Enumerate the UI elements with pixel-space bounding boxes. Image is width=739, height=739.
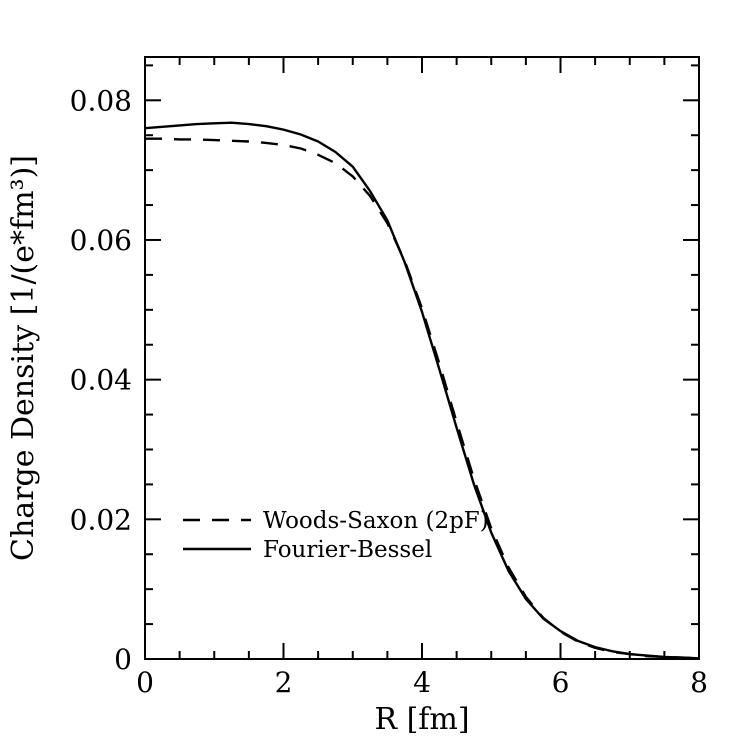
plot-frame <box>144 56 700 660</box>
x-axis-label: R [fm] <box>374 702 469 737</box>
y-tick-label: 0.04 <box>70 364 132 397</box>
y-tick-label: 0.06 <box>70 224 132 257</box>
y-axis-label: Charge Density [1/(e*fm³)] <box>6 155 41 561</box>
x-tick-label: 4 <box>413 666 431 699</box>
x-tick-label: 2 <box>275 666 293 699</box>
y-tick-label: 0.08 <box>70 84 132 117</box>
x-tick-label: 6 <box>552 666 570 699</box>
legend-label-woods-saxon-2pf: Woods-Saxon (2pF) <box>263 508 489 534</box>
x-tick-label: 0 <box>136 666 154 699</box>
series-woods-saxon-2pf <box>145 137 700 660</box>
y-tick-label: 0.02 <box>70 503 132 536</box>
y-tick-label: 0 <box>114 643 132 676</box>
series-fourier-bessel <box>144 121 700 660</box>
legend-label-fourier-bessel: Fourier-Bessel <box>263 537 432 563</box>
x-tick-label: 8 <box>690 666 708 699</box>
